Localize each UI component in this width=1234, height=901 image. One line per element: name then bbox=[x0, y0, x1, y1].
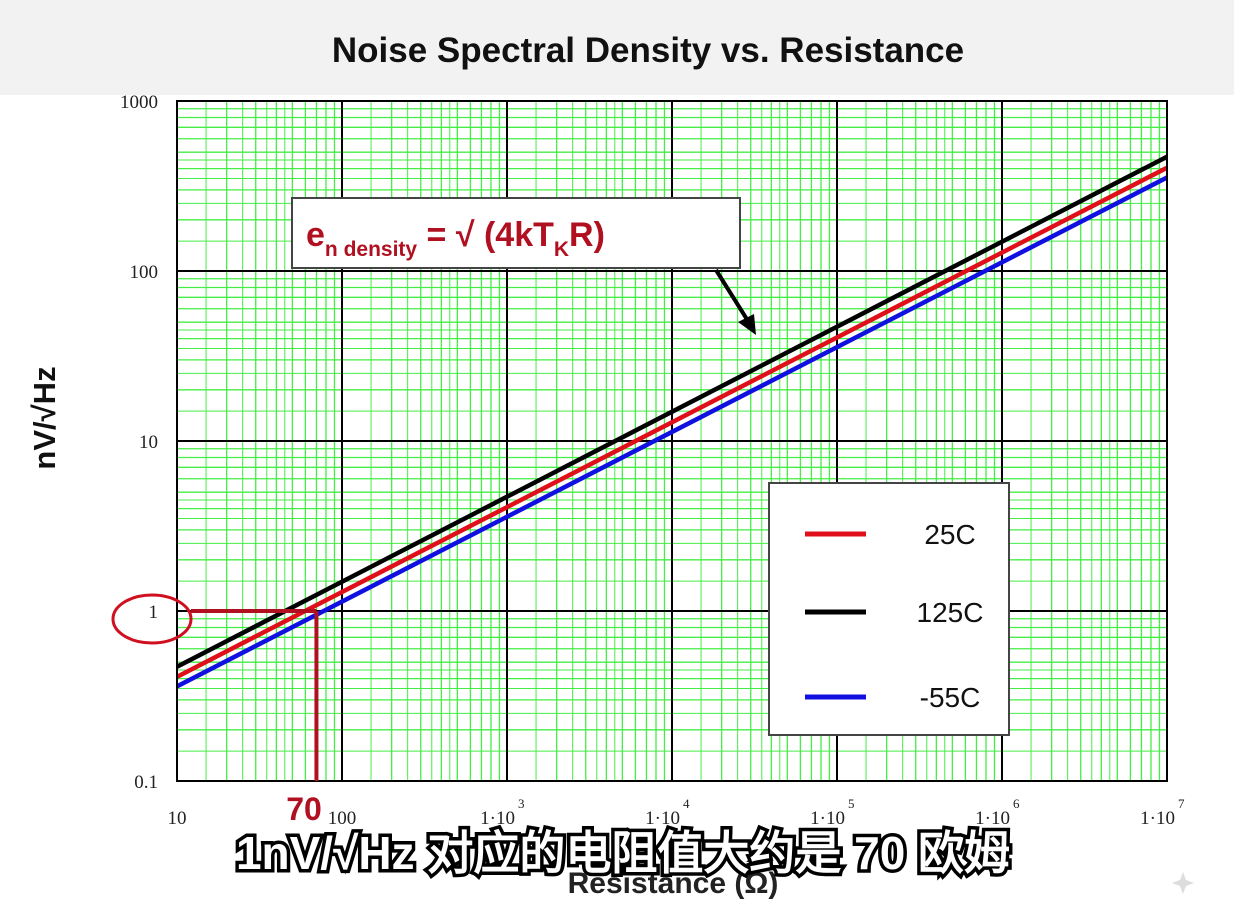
formula-text: en density = √ (4kTKR) bbox=[306, 216, 605, 261]
marker-70-ohm bbox=[191, 609, 319, 781]
formula-prefix: e bbox=[306, 216, 325, 254]
y-one-highlight-circle bbox=[111, 593, 193, 645]
series-line-125C bbox=[175, 154, 1169, 669]
marker-label: 70 bbox=[286, 791, 322, 827]
x-tick-exponent: 6 bbox=[1013, 796, 1020, 811]
legend-label--55C: -55C bbox=[920, 682, 981, 713]
y-axis-label: nV/√Hz bbox=[27, 366, 62, 469]
formula-suffix: R) bbox=[569, 216, 605, 254]
plot-frame bbox=[176, 100, 1168, 782]
formula-sub1: n density bbox=[325, 238, 418, 261]
x-tick-exponent: 3 bbox=[518, 796, 525, 811]
legend-label-125C: 125C bbox=[917, 597, 984, 628]
y-tick-label: 1000 bbox=[120, 92, 158, 113]
formula-arrow-shaft bbox=[714, 268, 750, 323]
formula-sub2: K bbox=[554, 238, 569, 261]
legend: 25C 125C -55C bbox=[768, 482, 1010, 736]
x-tick-exponent: 4 bbox=[683, 796, 690, 811]
series-line--55C bbox=[175, 175, 1169, 689]
formula-annotation: en density = √ (4kTKR) bbox=[291, 197, 756, 335]
y-tick-label: 100 bbox=[130, 262, 159, 283]
x-axis-label: Resistance (Ω) bbox=[568, 867, 779, 900]
x-tick-exponent: 7 bbox=[1178, 796, 1185, 811]
sparkle-icon bbox=[1172, 872, 1194, 894]
top-band bbox=[0, 0, 1234, 95]
y-tick-label: 0.1 bbox=[134, 772, 158, 793]
series-line-25C bbox=[175, 165, 1169, 679]
x-tick-label: 1·10 bbox=[645, 808, 680, 829]
formula-mid: = √ (4kT bbox=[417, 216, 554, 254]
x-tick-label: 100 bbox=[328, 808, 357, 829]
y-tick-label: 10 bbox=[139, 432, 158, 453]
legend-label-25C: 25C bbox=[924, 519, 975, 550]
x-tick-label: 1·10 bbox=[810, 808, 845, 829]
x-tick-exponent: 5 bbox=[848, 796, 855, 811]
x-tick-label: 1·10 bbox=[975, 808, 1010, 829]
formula-box bbox=[291, 197, 741, 269]
x-tick-label: 10 bbox=[168, 808, 187, 829]
y-tick-labels: 0.1 1 10 100 1000 bbox=[120, 92, 158, 793]
legend-items: 25C 125C -55C bbox=[805, 519, 983, 713]
y-tick-label: 1 bbox=[149, 602, 159, 623]
video-subtitle: 1nV/√Hz 对应的电阻值大约是 70 欧姆 bbox=[236, 827, 1010, 879]
chart-title: Noise Spectral Density vs. Resistance bbox=[332, 31, 964, 70]
x-tick-label: 1·10 bbox=[1140, 808, 1175, 829]
legend-box bbox=[768, 482, 1010, 736]
formula-arrow-head bbox=[738, 314, 756, 335]
series-lines bbox=[175, 154, 1169, 689]
x-tick-label: 1·10 bbox=[480, 808, 515, 829]
